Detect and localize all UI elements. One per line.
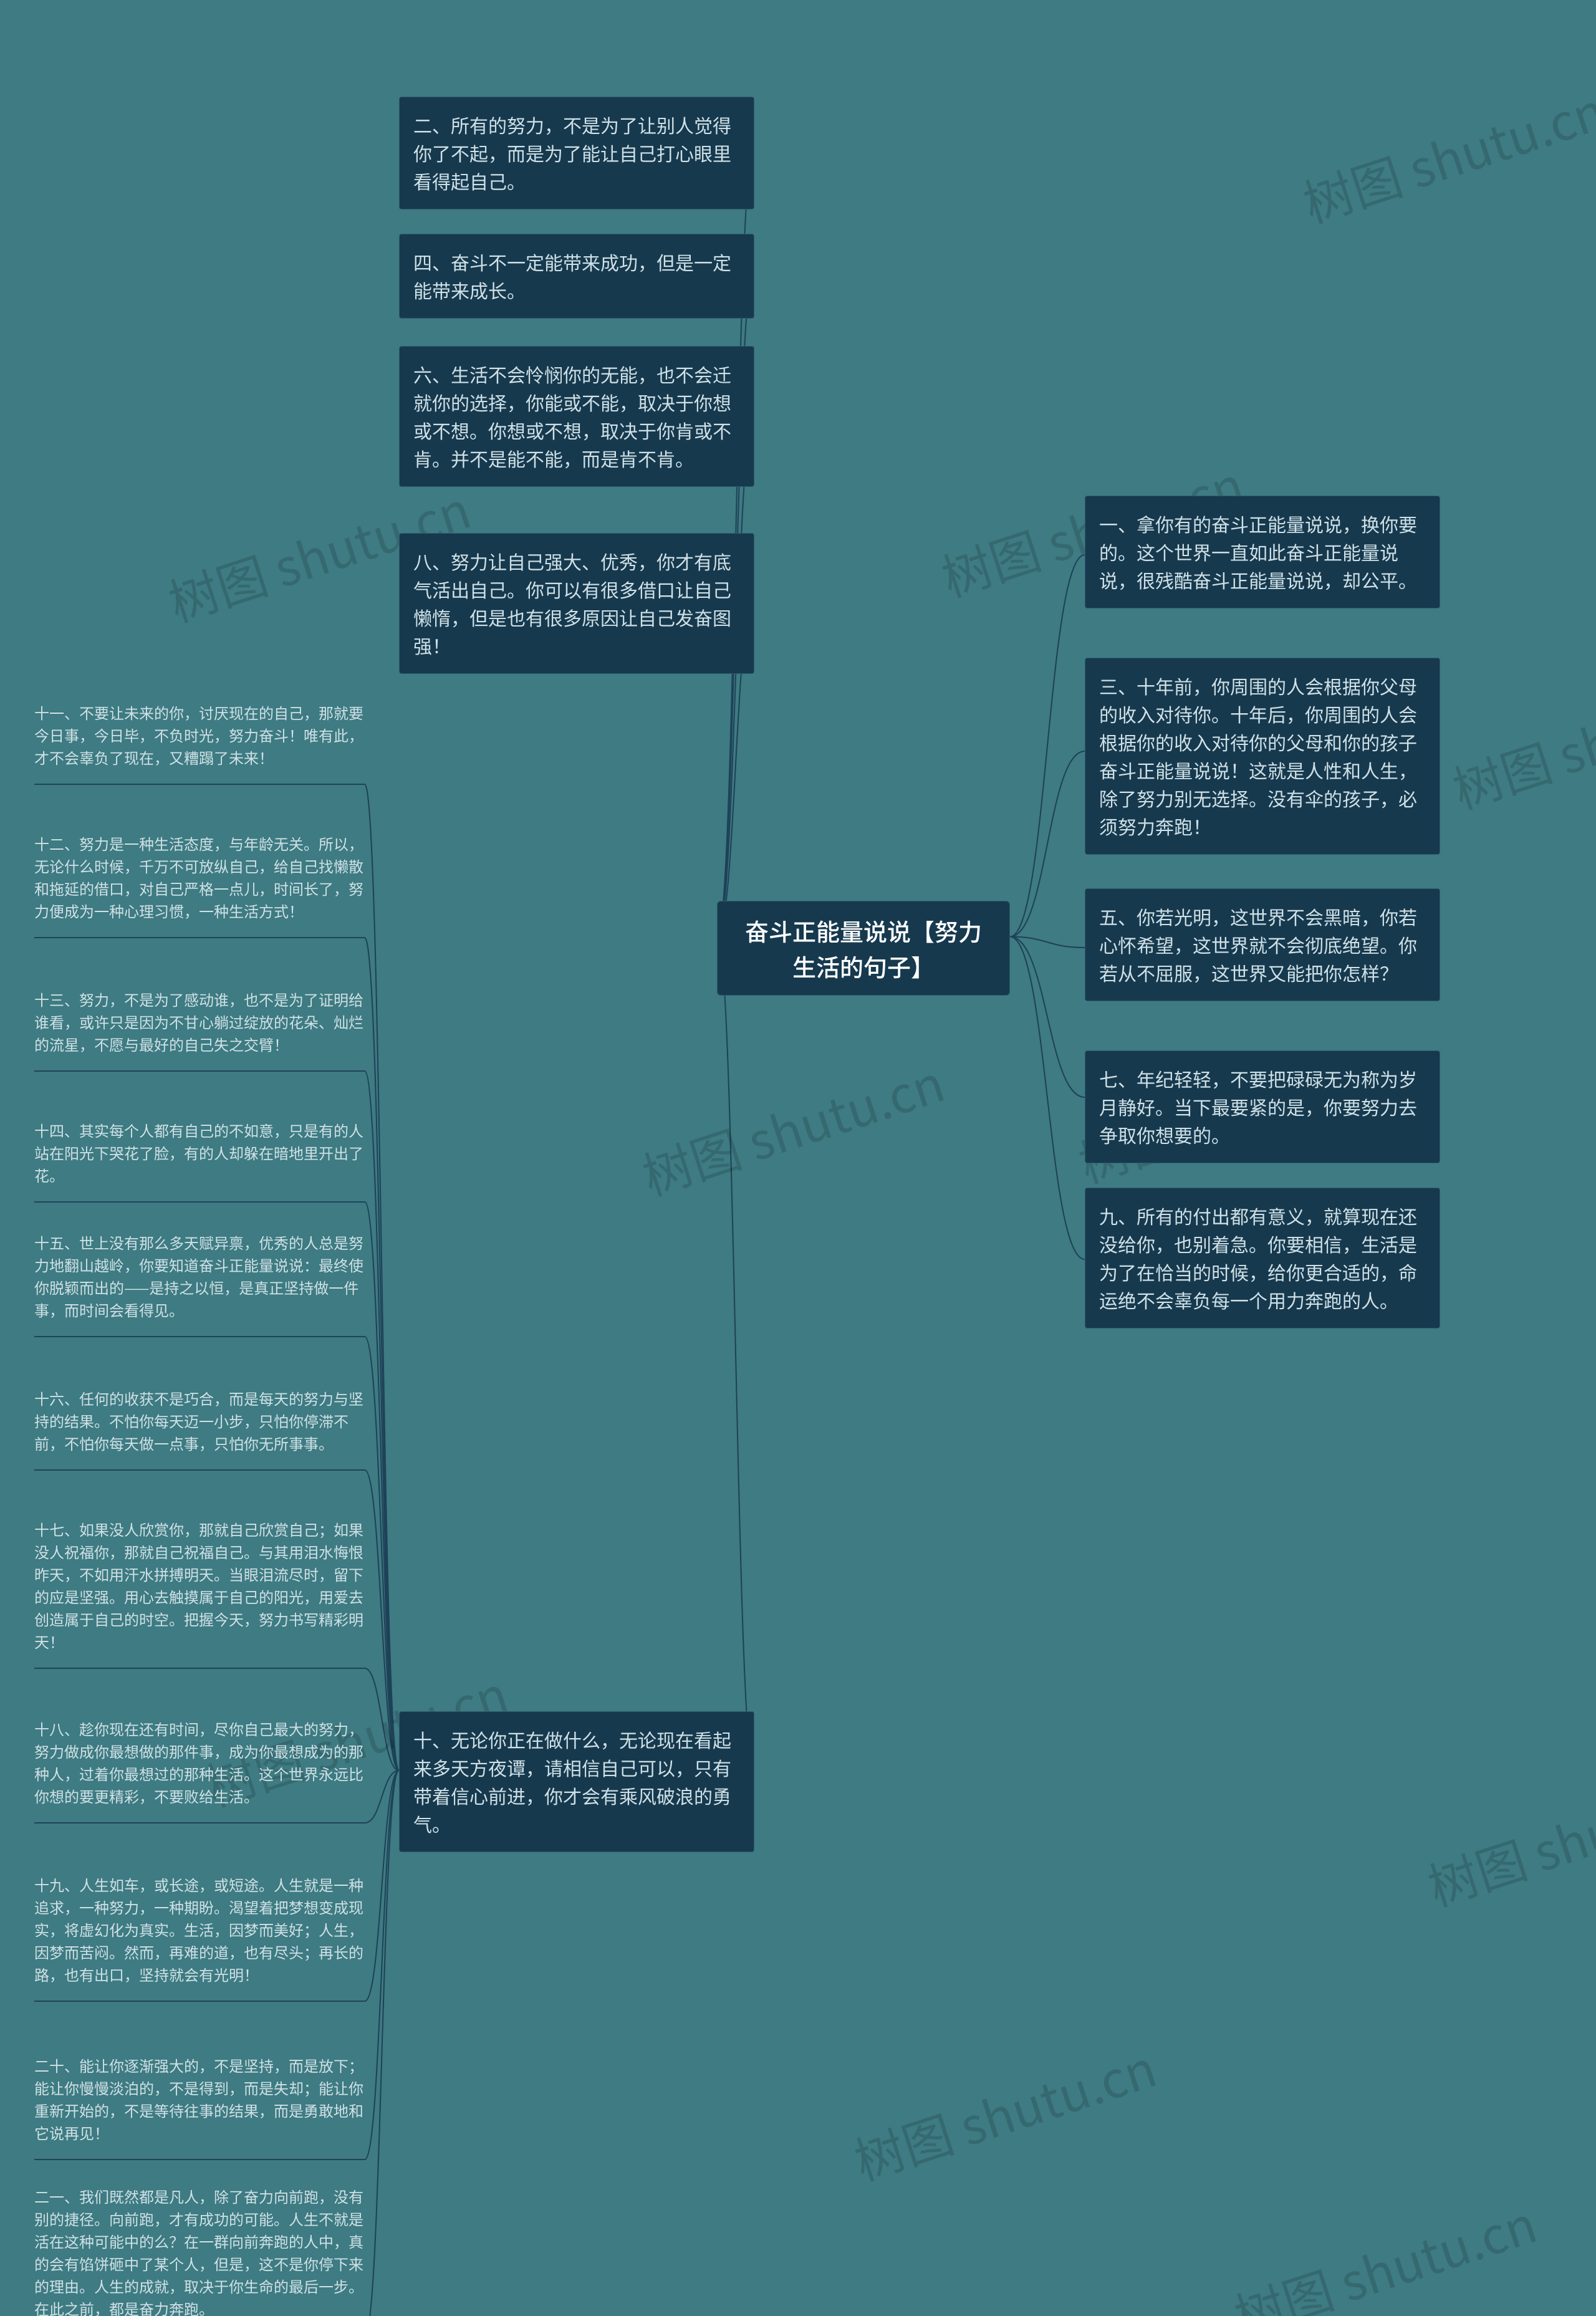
watermark: 树图 shutu.cn [1293, 72, 1596, 237]
leaf-node[interactable]: 十九、人生如车，或长途，或短途。人生就是一种追求，一种努力，一种期盼。渴望着把梦… [34, 1873, 365, 2002]
leaf-node[interactable]: 二一、我们既然都是凡人，除了奋力向前跑，没有别的捷径。向前跑，才有成功的可能。人… [34, 2185, 365, 2316]
leaf-node[interactable]: 十七、如果没人欣赏你，那就自己欣赏自己；如果没人祝福你，那就自己祝福自己。与其用… [34, 1518, 365, 1669]
leaf-node[interactable]: 二十、能让你逐渐强大的，不是坚持，而是放下；能让你慢慢淡泊的，不是得到，而是失却… [34, 2054, 365, 2160]
watermark: 树图 shutu.cn [632, 1044, 952, 1209]
center-node[interactable]: 奋斗正能量说说【努力生活的句子】 [717, 901, 1010, 996]
leaf-node[interactable]: 十三、努力，不是为了感动谁，也不是为了证明给谁看，或许只是因为不甘心躺过绽放的花… [34, 988, 365, 1072]
right-node[interactable]: 九、所有的付出都有意义，就算现在还没给你，也别着急。你要相信，生活是为了在恰当的… [1085, 1188, 1440, 1329]
leaf-node[interactable]: 十二、努力是一种生活态度，与年龄无关。所以，无论什么时候，千万不可放纵自己，给自… [34, 832, 365, 938]
right-node[interactable]: 一、拿你有的奋斗正能量说说，换你要的。这个世界一直如此奋斗正能量说说，很残酷奋斗… [1085, 496, 1440, 608]
mid-node[interactable]: 六、生活不会怜悯你的无能，也不会迁就你的选择，你能或不能，取决于你想或不想。你想… [399, 346, 754, 487]
mid-node[interactable]: 二、所有的努力，不是为了让别人觉得你了不起，而是为了能让自己打心眼里看得起自己。 [399, 97, 754, 209]
right-node[interactable]: 五、你若光明，这世界不会黑暗，你若心怀希望，这世界就不会彻底绝望。你若从不屈服，… [1085, 888, 1440, 1001]
mid-node[interactable]: 四、奋斗不一定能带来成功，但是一定能带来成长。 [399, 234, 754, 319]
mid-node[interactable]: 八、努力让自己强大、优秀，你才有底气活出自己。你可以有很多借口让自己懒惰，但是也… [399, 533, 754, 674]
leaf-node[interactable]: 十五、世上没有那么多天赋异禀，优秀的人总是努力地翻山越岭，你要知道奋斗正能量说说… [34, 1231, 365, 1337]
watermark: 树图 shutu.cn [1418, 1755, 1596, 1920]
leaf-node[interactable]: 十六、任何的收获不是巧合，而是每天的努力与坚持的结果。不怕你每天迈一小步，只怕你… [34, 1387, 365, 1471]
mid-node[interactable]: 十、无论你正在做什么，无论现在看起来多天方夜谭，请相信自己可以，只有带着信心前进… [399, 1711, 754, 1852]
right-node[interactable]: 三、十年前，你周围的人会根据你父母的收入对待你。十年后，你周围的人会根据你的收入… [1085, 658, 1440, 855]
mindmap-canvas: 树图 shutu.cn 树图 shutu.cn 树图 shutu.cn 树图 shut… [0, 0, 1596, 2316]
watermark: 树图 shutu.cn [1443, 658, 1596, 823]
leaf-node[interactable]: 十八、趁你现在还有时间，尽你自己最大的努力，努力做成你最想做的那件事，成为你最想… [34, 1718, 365, 1823]
watermark: 树图 shutu.cn [1224, 2185, 1544, 2316]
watermark: 树图 shutu.cn [844, 2029, 1164, 2194]
leaf-node[interactable]: 十一、不要让未来的你，讨厌现在的自己，那就要今日事，今日毕，不负时光，努力奋斗！… [34, 701, 365, 785]
right-node[interactable]: 七、年纪轻轻，不要把碌碌无为称为岁月静好。当下最要紧的是，你要努力去争取你想要的… [1085, 1050, 1440, 1163]
leaf-node[interactable]: 十四、其实每个人都有自己的不如意，只是有的人站在阳光下哭花了脸，有的人却躲在暗地… [34, 1119, 365, 1203]
